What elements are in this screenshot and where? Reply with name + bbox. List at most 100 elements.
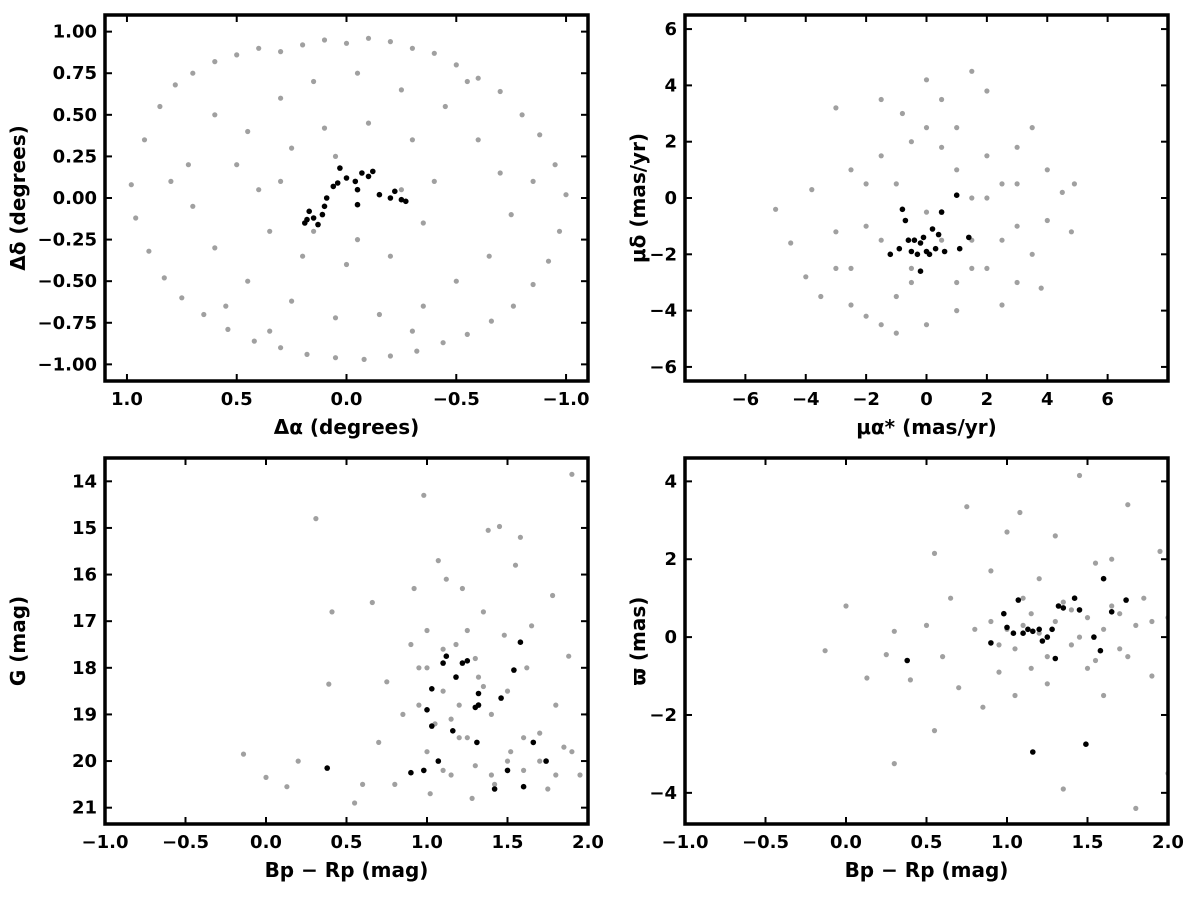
field-star-point (179, 295, 185, 301)
member-star-point (352, 178, 359, 185)
field-star-point (984, 153, 990, 159)
field-star-point (863, 313, 869, 319)
x-tick-label: −0.5 (433, 389, 480, 410)
field-star-point (240, 751, 247, 757)
member-star-point (1030, 749, 1036, 755)
field-star-point (773, 206, 779, 212)
member-star-point (334, 180, 341, 186)
field-star-point (360, 781, 366, 788)
field-star-point (1133, 805, 1139, 812)
member-star-point (905, 237, 912, 243)
field-star-point (537, 132, 543, 138)
member-star-point (330, 183, 337, 190)
field-star-point (1149, 673, 1155, 679)
field-star-point (1052, 533, 1058, 539)
member-star-point (1036, 626, 1042, 633)
field-star-point (923, 125, 930, 131)
field-star-point (524, 665, 530, 671)
field-star-point (1084, 665, 1091, 671)
field-star-point (141, 137, 148, 143)
field-star-point (1068, 642, 1074, 648)
field-star-point (939, 237, 945, 243)
field-star-point (304, 351, 310, 357)
member-star-point (929, 226, 936, 232)
member-star-point (511, 667, 517, 673)
field-star-point (1036, 576, 1042, 582)
member-star-point (1060, 605, 1067, 611)
member-star-point (429, 723, 435, 729)
axes-frame (683, 456, 1170, 826)
field-star-point (1101, 626, 1107, 632)
field-star-point (376, 739, 382, 746)
field-star-point (1014, 223, 1020, 229)
field-star-point (488, 318, 494, 324)
x-axis-label: μα* (mas/yr) (856, 415, 997, 439)
field-star-point (940, 654, 946, 660)
field-star-point (387, 253, 393, 259)
member-star-point (450, 728, 456, 734)
field-star-point (948, 595, 954, 601)
field-star-point (475, 674, 482, 680)
field-star-point (128, 182, 134, 188)
field-star-point (416, 702, 422, 708)
field-star-point (923, 77, 930, 83)
field-star-point (931, 728, 938, 734)
field-star-point (883, 652, 889, 658)
field-star-point (848, 302, 854, 308)
field-star-point (1028, 611, 1034, 617)
y-tick-label: 4 (664, 75, 677, 96)
field-star-point (1059, 189, 1065, 195)
field-star-point (931, 550, 938, 557)
field-star-point (190, 70, 196, 76)
field-star-point (939, 96, 945, 103)
field-star-point (923, 622, 930, 629)
member-star-point (917, 240, 924, 246)
x-tick-label: 1.5 (1072, 832, 1104, 853)
axes-frame (103, 456, 590, 826)
member-star-point (337, 165, 343, 171)
member-star-point (310, 215, 317, 221)
field-star-point (1060, 786, 1066, 792)
field-star-point (284, 784, 290, 790)
field-star-point (504, 688, 511, 694)
field-star-point (485, 527, 491, 533)
member-star-point (474, 739, 480, 746)
member-star-point (1030, 628, 1036, 635)
x-tick-label: 6 (1101, 389, 1114, 410)
field-star-point (496, 523, 503, 530)
field-star-point (497, 170, 503, 176)
field-star-point (843, 603, 849, 609)
field-star-point (1044, 217, 1050, 224)
y-tick-label: 1.00 (53, 22, 97, 43)
member-star-point (321, 203, 328, 210)
member-star-point (920, 234, 927, 241)
field-star-point (545, 786, 551, 792)
field-star-point (537, 758, 543, 764)
field-star-point (245, 128, 251, 135)
field-star-point (1044, 167, 1050, 173)
member-star-point (935, 231, 942, 238)
field-star-point (278, 178, 284, 184)
field-star-point (424, 665, 430, 671)
field-star-point (863, 223, 869, 229)
member-star-point (435, 758, 442, 764)
field-star-point (908, 139, 915, 145)
member-star-point (914, 251, 921, 258)
field-star-point (1014, 181, 1020, 187)
field-star-point (384, 679, 390, 685)
field-star-point (411, 585, 417, 592)
field-star-point (456, 702, 462, 708)
x-tick-label: −6 (732, 389, 760, 410)
member-star-point (1044, 634, 1051, 640)
field-star-point (326, 681, 332, 687)
field-star-point (1133, 622, 1139, 629)
field-star-point (954, 125, 960, 131)
field-star-point (984, 195, 990, 201)
field-star-point (332, 315, 339, 321)
x-axis-label: Bp − Rp (mag) (265, 858, 429, 882)
field-star-point (530, 178, 536, 184)
panel-parallax-color: −1.0 −0.5 0.0 0.5 1.0 1.5 2.0 −4 −2 0 2 4 Bp − Rp (m… (626, 456, 1184, 882)
field-star-point (1141, 595, 1147, 601)
field-star-point (833, 265, 839, 271)
member-star-point (370, 168, 376, 175)
